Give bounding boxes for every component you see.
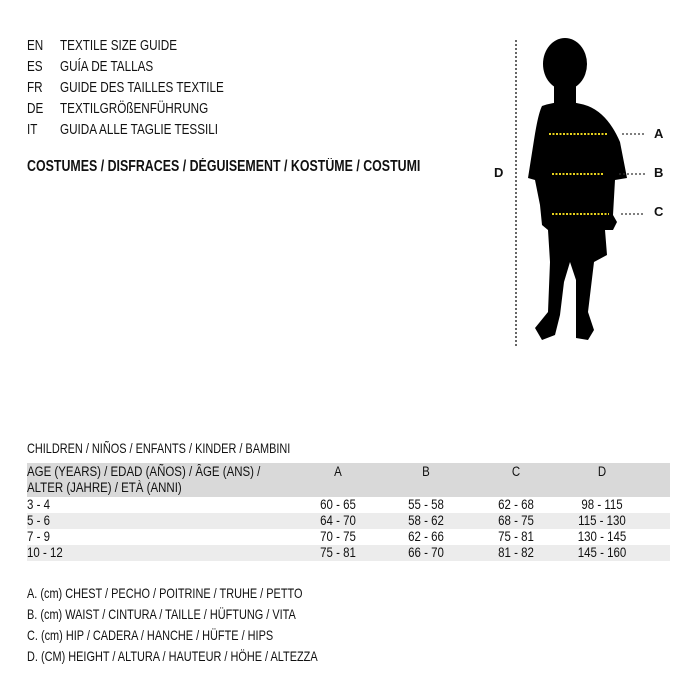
row-value: 130 - 145 bbox=[577, 529, 627, 544]
legend-item: A. (cm) CHEST / PECHO / POITRINE / TRUHE… bbox=[27, 585, 303, 601]
header-age-line1: AGE (YEARS) / EDAD (AÑOS) / ÂGE (ANS) / bbox=[27, 464, 261, 479]
guide-title: GUIDE DES TAILLES TEXTILE bbox=[60, 79, 224, 96]
header-col-d: D bbox=[597, 464, 607, 479]
row-value: 115 - 130 bbox=[578, 513, 626, 528]
row-value: 98 - 115 bbox=[581, 497, 623, 512]
lang-code: ES bbox=[27, 58, 43, 75]
row-age: 3 - 4 bbox=[27, 497, 50, 512]
label-d: D bbox=[494, 165, 504, 180]
row-age: 7 - 9 bbox=[27, 529, 50, 544]
lang-code: IT bbox=[27, 121, 38, 138]
table-row: 3 - 4 60 - 65 55 - 58 62 - 68 98 - 115 bbox=[27, 497, 670, 513]
row-value: 55 - 58 bbox=[408, 497, 444, 512]
child-silhouette-icon bbox=[515, 38, 645, 346]
header-col-b: B bbox=[422, 464, 430, 479]
row-value: 58 - 62 bbox=[408, 513, 444, 528]
row-value: 62 - 66 bbox=[408, 529, 444, 544]
row-value: 64 - 70 bbox=[320, 513, 356, 528]
guide-title: GUÍA DE TALLAS bbox=[60, 58, 154, 75]
table-caption: CHILDREN / NIÑOS / ENFANTS / KINDER / BA… bbox=[27, 440, 291, 456]
row-value: 62 - 68 bbox=[498, 497, 534, 512]
row-value: 66 - 70 bbox=[408, 545, 444, 560]
header-col-c: C bbox=[511, 464, 521, 479]
lang-code: EN bbox=[27, 37, 44, 54]
label-a: A bbox=[654, 126, 664, 141]
guide-title: GUIDA ALLE TAGLIE TESSILI bbox=[60, 121, 219, 138]
legend-item: C. (cm) HIP / CADERA / HANCHE / HÜFTE / … bbox=[27, 627, 274, 643]
lang-code: FR bbox=[27, 79, 43, 96]
row-age: 10 - 12 bbox=[27, 545, 63, 560]
row-value: 75 - 81 bbox=[320, 545, 356, 560]
table-header: AGE (YEARS) / EDAD (AÑOS) / ÂGE (ANS) / … bbox=[27, 463, 670, 497]
legend-item: B. (cm) WAIST / CINTURA / TAILLE / HÜFTU… bbox=[27, 606, 296, 622]
row-value: 68 - 75 bbox=[498, 513, 534, 528]
header-col-a: A bbox=[334, 464, 342, 479]
row-value: 145 - 160 bbox=[577, 545, 627, 560]
label-b: B bbox=[654, 165, 664, 180]
table-row: 5 - 6 64 - 70 58 - 62 68 - 75 115 - 130 bbox=[27, 513, 670, 529]
table-row: 10 - 12 75 - 81 66 - 70 81 - 82 145 - 160 bbox=[27, 545, 670, 561]
legend-item: D. (CM) HEIGHT / ALTURA / HAUTEUR / HÖHE… bbox=[27, 648, 318, 664]
row-value: 81 - 82 bbox=[498, 545, 534, 560]
lang-code: DE bbox=[27, 100, 44, 117]
category-heading: COSTUMES / DISFRACES / DÉGUISEMENT / KOS… bbox=[27, 158, 421, 175]
row-value: 75 - 81 bbox=[498, 529, 534, 544]
row-age: 5 - 6 bbox=[27, 513, 50, 528]
row-value: 60 - 65 bbox=[320, 497, 356, 512]
label-c: C bbox=[654, 204, 664, 219]
row-value: 70 - 75 bbox=[320, 529, 356, 544]
guide-title: TEXTILGRÖßENFÜHRUNG bbox=[60, 100, 209, 117]
guide-title: TEXTILE SIZE GUIDE bbox=[60, 37, 178, 54]
header-age-line2: ALTER (JAHRE) / ETÀ (ANNI) bbox=[27, 480, 182, 495]
table-row: 7 - 9 70 - 75 62 - 66 75 - 81 130 - 145 bbox=[27, 529, 670, 545]
